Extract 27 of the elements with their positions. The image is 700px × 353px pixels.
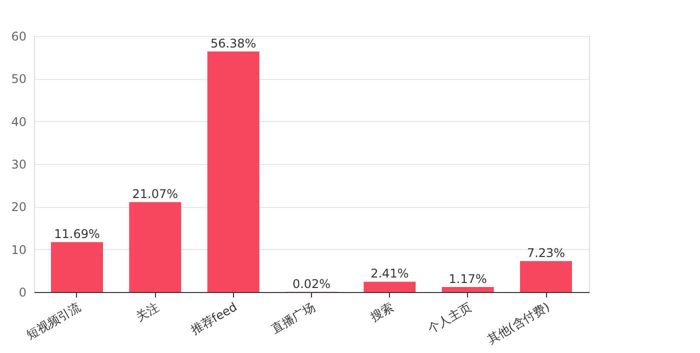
data-label: 11.69% [54,227,100,242]
y-tick-label: 30 [11,158,26,172]
y-tick-label: 20 [11,200,26,214]
y-tick-label: 50 [11,72,26,86]
y-tick-label: 0 [18,286,26,300]
data-label: 21.07% [132,187,178,202]
x-tick-label: 推荐feed [188,300,240,338]
x-tick-label: 搜索 [368,300,396,324]
data-label: 0.02% [292,276,331,291]
x-tick-label: 关注 [133,300,162,324]
data-label: 56.38% [210,36,256,50]
data-label: 2.41% [370,266,409,281]
bar [50,242,103,292]
bar [207,51,260,292]
y-tick-label: 60 [11,30,26,44]
y-tick-label: 10 [11,242,26,257]
x-tick-label: 直播广场 [268,300,318,336]
bar [442,287,494,292]
y-tick-label: 40 [11,114,26,129]
x-tick-label: 其他(含付费) [484,300,552,347]
bar [364,282,416,292]
bar [129,202,182,292]
data-label: 1.17% [448,272,487,286]
x-tick-label: 个人主页 [425,300,474,336]
bar [520,261,572,292]
x-tick-label: 短视频引流 [24,300,83,342]
data-label: 7.23% [526,246,566,260]
